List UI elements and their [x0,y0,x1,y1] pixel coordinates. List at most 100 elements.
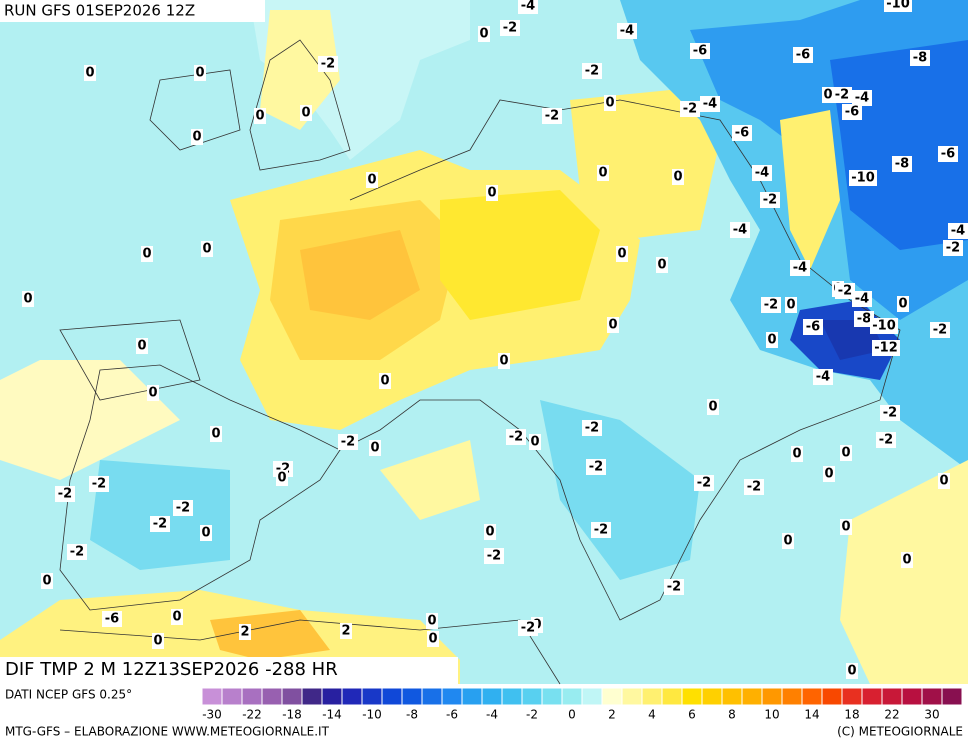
colorbar-label: -14 [322,708,342,722]
contour-label: -4 [855,292,869,307]
label-box [680,101,700,117]
label-box [41,573,53,589]
contour-label: -6 [796,48,810,63]
label-box [173,500,193,516]
label-box [897,296,909,312]
contour-label: -10 [872,319,896,334]
label-box [849,170,877,186]
credit-left: MTG-GFS – ELABORAZIONE WWW.METEOGIORNALE… [5,725,330,739]
contour-label: -4 [793,261,807,276]
label-box [478,26,490,42]
contour-label: 0 [823,88,832,103]
color-swatch [861,687,883,706]
color-swatch [421,687,443,706]
label-box [147,385,159,401]
label-box [880,405,900,421]
contour-label: -2 [838,284,852,299]
colorbar-label: -2 [526,708,538,722]
contour-label: -2 [697,476,711,491]
label-box [369,440,381,456]
field-box [0,657,458,684]
label-box [84,65,96,81]
contour-label: -2 [747,480,761,495]
label-box [591,522,611,538]
colorbar-label: 30 [924,708,939,722]
label-box [582,63,602,79]
contour-label: -2 [153,517,167,532]
colorbar: -30 -22 -18 -14 -10 -8 -6 -4 -2 0 2 4 6 8 10 14 18 22 30 [201,687,963,722]
contour-label: -4 [620,24,634,39]
color-swatch [261,687,283,706]
colorbar-label: 6 [688,708,696,722]
contour-label: 0 [786,298,795,313]
label-box [842,104,862,120]
contour-label: 0 [792,447,801,462]
color-swatch [461,687,483,706]
contour-label: -2 [321,57,335,72]
label-box [239,624,251,640]
label-box [426,613,438,629]
contour-label: 0 [195,66,204,81]
contour-label: -4 [855,91,869,106]
contour-label: 0 [708,400,717,415]
contour-label: 0 [598,166,607,181]
contour-label: 0 [427,614,436,629]
color-swatch [621,687,643,706]
contour-label: 0 [783,534,792,549]
contour-label: 0 [380,374,389,389]
contour-label: -2 [545,109,559,124]
color-swatch [721,687,743,706]
contour-label: 0 [898,297,907,312]
contour-label: -2 [589,460,603,475]
label-box [22,291,34,307]
label-box [89,476,109,492]
label-box [67,544,87,560]
colorbar-label: -8 [406,708,418,722]
label-box [150,516,170,532]
contour-label: 0 [172,610,181,625]
label-box [766,332,778,348]
label-box [938,146,958,162]
contour-label: -2 [764,298,778,313]
label-box [616,246,628,262]
colorbar-label: -18 [282,708,302,722]
label-box [338,434,358,450]
label-box [870,318,898,334]
contour-label: -8 [857,312,871,327]
label-box [136,338,148,354]
color-swatch [201,687,223,706]
label-box [943,240,963,256]
contour-label: 0 [255,109,264,124]
color-swatch [921,687,943,706]
label-box [200,525,212,541]
color-swatch [581,687,603,706]
label-box [607,317,619,333]
label-box [876,432,896,448]
contour-label: 2 [341,624,350,639]
label-box [823,466,835,482]
label-box [201,241,213,257]
label-box [300,105,312,121]
contour-label: 0 [902,553,911,568]
colorbar-label: 14 [804,708,819,722]
label-box [617,23,637,39]
label-box [582,420,602,436]
label-box [732,125,752,141]
color-swatch [561,687,583,706]
colorbar-label: 18 [844,708,859,722]
contour-label: -6 [693,44,707,59]
label-box [840,519,852,535]
contour-label: -2 [879,433,893,448]
contour-label: -2 [883,406,897,421]
label-box [254,108,266,124]
label-box [744,479,764,495]
label-box [597,165,609,181]
label-box [813,369,833,385]
contour-label: -6 [941,147,955,162]
contour-label: -4 [703,97,717,112]
label-box [854,311,874,327]
label-box [694,475,714,491]
label-box [730,222,750,238]
label-box [529,434,541,450]
